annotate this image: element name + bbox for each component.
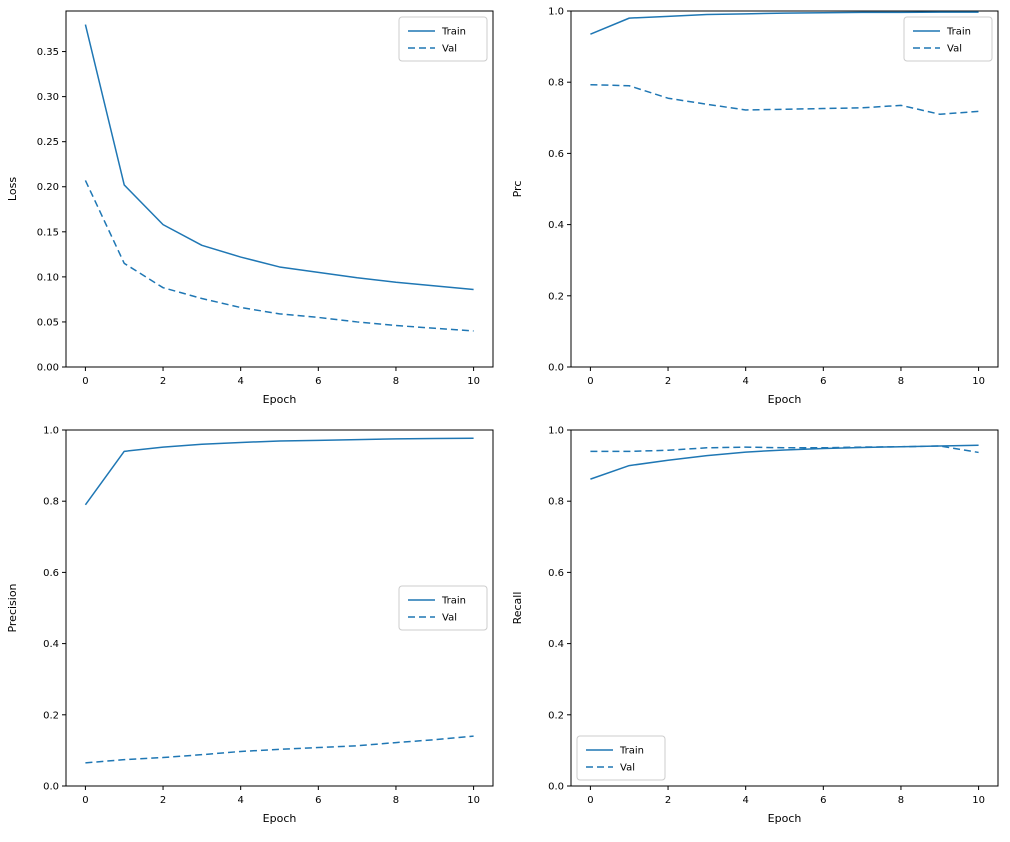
x-tick-label: 2	[665, 376, 671, 387]
plot-prc: 0.0 0.2 0.4 0.6 0.8 1.0 0 2 4 6 8 10 Epoch Prc Train Va…	[511, 7, 999, 406]
y-tick-label: 0.05	[37, 317, 59, 328]
chart-recall: 0.0 0.2 0.4 0.6 0.8 1.0 0 2 4 6 8 10 Epoch Recall Trai…	[505, 419, 1010, 838]
legend-label-train: Train	[441, 27, 466, 38]
val-line	[84, 180, 474, 332]
x-tick-label: 4	[237, 795, 243, 806]
legend-label-train: Train	[619, 746, 644, 757]
x-tick-label: 2	[160, 795, 166, 806]
legend: Train Val	[903, 16, 993, 62]
axes-frame	[65, 429, 494, 787]
x-tick-label: 10	[972, 376, 985, 387]
legend: Train Val	[576, 735, 666, 781]
y-tick-label: 0.6	[43, 568, 59, 579]
x-tick-label: 10	[972, 795, 985, 806]
legend: Train Val	[398, 16, 488, 62]
y-tick-label: 0.6	[548, 149, 564, 160]
axes-frame	[570, 429, 999, 787]
legend-box	[903, 16, 993, 62]
y-tick-label: 1.0	[548, 426, 564, 437]
x-tick-label: 4	[237, 376, 243, 387]
y-tick-label: 0.30	[37, 92, 59, 103]
axes-frame	[65, 10, 494, 368]
x-tick-label: 4	[742, 376, 748, 387]
y-tick-label: 0.8	[43, 497, 59, 508]
y-tick-label: 0.2	[548, 291, 564, 302]
y-axis-label: Loss	[6, 177, 19, 201]
x-axis-label: Epoch	[768, 393, 802, 406]
y-tick-label: 0.8	[548, 78, 564, 89]
legend: Train Val	[398, 585, 488, 631]
x-axis-label: Epoch	[263, 812, 297, 825]
legend-label-val: Val	[442, 613, 457, 624]
x-axis-label: Epoch	[263, 393, 297, 406]
x-tick-label: 8	[393, 376, 399, 387]
x-tick-label: 8	[393, 795, 399, 806]
y-axis-label: Recall	[511, 592, 524, 625]
y-tick-label: 1.0	[548, 7, 564, 18]
chart-precision: 0.0 0.2 0.4 0.6 0.8 1.0 0 2 4 6 8 10 Epoch Precision T…	[0, 419, 505, 838]
train-line	[590, 11, 979, 35]
x-tick-label: 8	[898, 795, 904, 806]
x-tick-label: 2	[665, 795, 671, 806]
val-line	[590, 445, 979, 454]
y-tick-label: 0.35	[37, 47, 59, 58]
y-tick-label: 0.00	[37, 363, 59, 374]
y-tick-label: 0.15	[37, 227, 59, 238]
legend-label-val: Val	[947, 44, 962, 55]
legend-box	[576, 735, 666, 781]
chart-prc: 0.0 0.2 0.4 0.6 0.8 1.0 0 2 4 6 8 10 Epoch Prc Train Va…	[505, 0, 1010, 419]
val-line	[85, 735, 474, 764]
x-tick-label: 6	[820, 376, 826, 387]
y-tick-label: 0.0	[548, 782, 564, 793]
y-tick-label: 1.0	[43, 426, 59, 437]
y-axis-label: Precision	[6, 583, 19, 632]
legend-label-val: Val	[442, 44, 457, 55]
y-tick-label: 0.0	[43, 782, 59, 793]
train-line	[84, 437, 474, 506]
plot-precision: 0.0 0.2 0.4 0.6 0.8 1.0 0 2 4 6 8 10 Epoch Precision T…	[6, 426, 494, 825]
x-tick-label: 10	[467, 795, 480, 806]
y-tick-label: 0.2	[548, 710, 564, 721]
y-tick-label: 0.25	[37, 137, 59, 148]
axes-frame	[570, 10, 999, 368]
y-tick-label: 0.6	[548, 568, 564, 579]
chart-loss: 0.00 0.05 0.10 0.15 0.20 0.25 0.30 0.35 0 2 4 6 8 10 E…	[0, 0, 505, 419]
legend-box	[398, 585, 488, 631]
x-tick-label: 8	[898, 376, 904, 387]
x-tick-label: 6	[315, 376, 321, 387]
x-tick-label: 0	[82, 376, 88, 387]
y-tick-label: 0.2	[43, 710, 59, 721]
y-tick-label: 0.4	[548, 220, 564, 231]
plot-loss: 0.00 0.05 0.10 0.15 0.20 0.25 0.30 0.35 0 2 4 6 8 10 E…	[6, 10, 494, 406]
x-tick-label: 6	[820, 795, 826, 806]
y-tick-label: 0.8	[548, 497, 564, 508]
legend-label-val: Val	[620, 763, 635, 774]
x-tick-label: 10	[467, 376, 480, 387]
y-tick-label: 0.10	[37, 272, 59, 283]
y-tick-label: 0.4	[548, 639, 564, 650]
x-axis-label: Epoch	[768, 812, 802, 825]
train-line	[84, 24, 474, 291]
x-tick-label: 4	[742, 795, 748, 806]
y-tick-label: 0.4	[43, 639, 59, 650]
x-tick-label: 6	[315, 795, 321, 806]
x-tick-label: 0	[587, 376, 593, 387]
y-tick-label: 0.20	[37, 182, 59, 193]
plot-recall: 0.0 0.2 0.4 0.6 0.8 1.0 0 2 4 6 8 10 Epoch Recall Trai…	[511, 426, 999, 825]
val-line	[590, 83, 979, 115]
x-tick-label: 0	[82, 795, 88, 806]
y-tick-label: 0.0	[548, 363, 564, 374]
legend-box	[398, 16, 488, 62]
x-tick-label: 0	[587, 795, 593, 806]
x-tick-label: 2	[160, 376, 166, 387]
legend-label-train: Train	[441, 596, 466, 607]
y-axis-label: Prc	[511, 181, 524, 198]
legend-label-train: Train	[946, 27, 971, 38]
